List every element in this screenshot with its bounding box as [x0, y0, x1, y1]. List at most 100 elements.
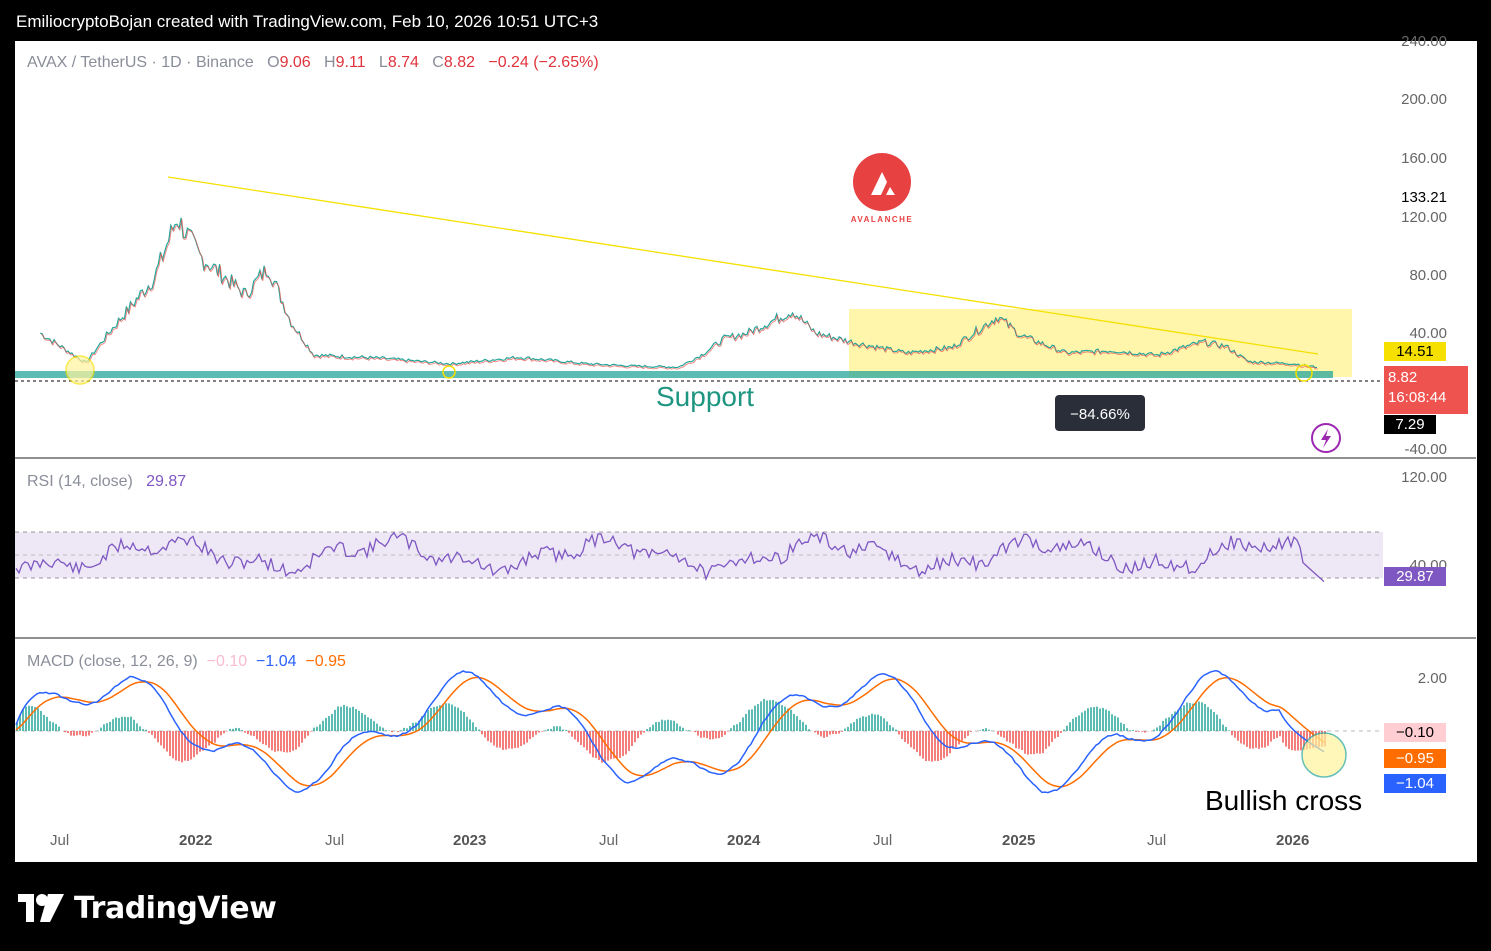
macd-hist-bar	[31, 706, 33, 731]
macd-hist-bar	[769, 700, 771, 731]
macd-hist-bar	[1039, 731, 1041, 754]
macd-hist-bar	[175, 731, 177, 761]
macd-hist-bar	[265, 731, 267, 746]
macd-hist-bar	[961, 731, 963, 741]
macd-hist-bar	[106, 723, 108, 731]
macd-hist-bar	[196, 731, 198, 755]
drawdown-box	[1055, 395, 1145, 431]
macd-hist-bar	[649, 727, 651, 731]
macd-hist-bar	[334, 709, 336, 731]
macd-hist-bar	[574, 731, 576, 740]
macd-hist-bar	[850, 723, 852, 731]
macd-legend-label[interactable]: MACD (close, 12, 26, 9)	[27, 653, 198, 670]
x-tick-2025: 2025	[1002, 832, 1036, 849]
legend-symbol[interactable]: AVAX / TetherUS · 1D · Binance	[27, 54, 254, 71]
macd-hist-bar	[1012, 731, 1014, 744]
macd-hist-bar	[460, 710, 462, 731]
macd-hist-bar	[232, 728, 234, 731]
macd-hist-bar	[442, 703, 444, 731]
macd-hist-bar	[76, 731, 78, 736]
macd-hist-bar	[952, 731, 954, 749]
macd-hist-bar	[178, 731, 180, 762]
macd-hist-bar	[286, 731, 288, 753]
macd-hist-bar	[274, 731, 276, 752]
macd-hist-bar	[1279, 731, 1281, 737]
macd-hist-bar	[1144, 731, 1146, 733]
macd-hist-bar	[853, 722, 855, 731]
macd-hist-bar	[940, 731, 942, 761]
macd-hist-bar	[1057, 731, 1059, 737]
macd-hist-bar	[964, 731, 966, 739]
macd-y-tick-2: 2.00	[1417, 670, 1447, 687]
macd-hist-bar	[100, 727, 102, 731]
macd-hist-bar	[1204, 704, 1206, 731]
macd-hist-bar	[1198, 701, 1200, 731]
price-series-down	[40, 219, 1318, 370]
legend-h-label: H	[324, 54, 336, 71]
macd-hist-bar	[676, 723, 678, 731]
macd-hist-bar	[1114, 715, 1116, 731]
macd-hist-bar	[877, 714, 879, 731]
price-badge-top: 133.21	[1401, 189, 1447, 206]
macd-hist-bar	[187, 731, 189, 761]
macd-hist-bar	[166, 731, 168, 752]
macd-hist-bar	[823, 731, 825, 738]
macd-hist-bar	[655, 722, 657, 731]
macd-hist-bar	[115, 717, 117, 731]
macd-hist-bar	[868, 715, 870, 731]
macd-hist-bar	[16, 723, 18, 731]
macd-hist-bar	[565, 729, 567, 731]
macd-hist-bar	[43, 714, 45, 731]
macd-hist-bar	[550, 728, 552, 731]
support-label: Support	[656, 381, 754, 412]
macd-hist-bar	[802, 721, 804, 731]
macd-hist-bar	[361, 713, 363, 731]
avalanche-logo-mark	[871, 172, 887, 195]
macd-hist-bar	[886, 721, 888, 731]
macd-hist-bar	[736, 724, 738, 731]
macd-hist-bar	[112, 719, 114, 731]
macd-hist-bar	[1072, 718, 1074, 731]
macd-hist-bar	[1210, 709, 1212, 731]
lightning-icon[interactable]	[1311, 423, 1341, 453]
macd-hist-bar	[367, 717, 369, 731]
x-tick-jul-2022: Jul	[325, 832, 345, 849]
rsi-legend-label[interactable]: RSI (14, close)	[27, 473, 133, 490]
macd-legend-hist: −0.10	[206, 653, 248, 670]
macd-hist-bar	[55, 724, 57, 731]
macd-hist-bar	[1087, 708, 1089, 731]
macd-hist-bar	[1108, 710, 1110, 731]
macd-hist-bar	[526, 731, 528, 743]
macd-hist-bar	[778, 702, 780, 731]
macd-hist-bar	[1036, 731, 1038, 754]
macd-hist-bar	[139, 726, 141, 731]
lightning-bolt	[1321, 429, 1331, 448]
macd-hist-bar	[1060, 731, 1062, 733]
macd-hist-bar	[64, 731, 66, 733]
macd-hist-bar	[862, 716, 864, 731]
macd-hist-bar	[865, 716, 867, 731]
macd-hist-bar	[364, 714, 366, 731]
macd-hist-bar	[514, 731, 516, 748]
macd-hist-bar	[1291, 731, 1293, 751]
macd-hist-bar	[1093, 707, 1095, 731]
macd-hist-bar	[424, 714, 426, 731]
macd-hist-bar	[859, 717, 861, 731]
y-tick-240: 240.00	[1401, 33, 1447, 50]
macd-hist-bar	[124, 716, 126, 731]
macd-hist-bar	[901, 731, 903, 740]
macd-hist-bar	[280, 731, 282, 752]
macd-badge-hist: −0.10	[1384, 723, 1446, 742]
macd-hist-bar	[988, 729, 990, 731]
macd-hist-bar	[925, 731, 927, 762]
macd-hist-bar	[439, 705, 441, 731]
macd-hist-bar	[601, 731, 603, 763]
legend-open: 9.06	[279, 54, 311, 71]
macd-hist-bar	[664, 720, 666, 731]
tradingview-logo[interactable]: TradingView	[18, 888, 277, 928]
header-text: EmiliocryptoBojan created with TradingVi…	[16, 12, 599, 31]
rsi-badge: 29.87	[1384, 567, 1446, 586]
macd-hist-bar	[1234, 731, 1236, 738]
macd-hist-bar	[1156, 727, 1158, 731]
macd-hist-bar	[766, 700, 768, 731]
